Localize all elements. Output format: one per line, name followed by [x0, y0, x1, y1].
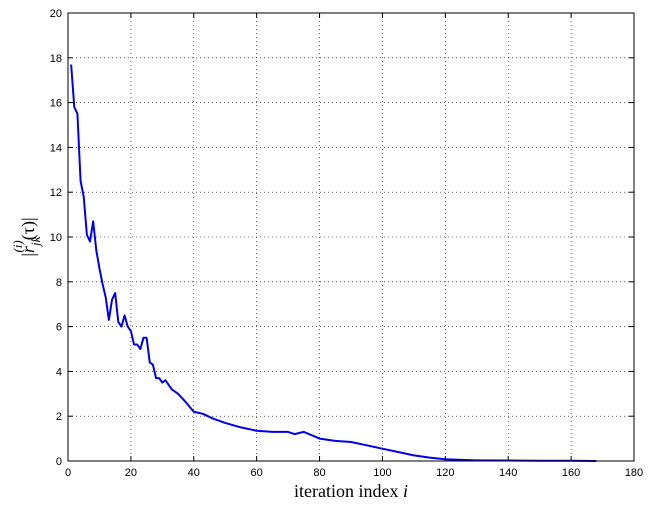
grid [68, 13, 634, 461]
x-tick-label: 100 [373, 467, 391, 479]
y-tick-label: 14 [50, 142, 62, 154]
x-tick-label: 180 [625, 467, 643, 479]
y-tick-label: 0 [56, 456, 62, 468]
y-tick-label: 10 [50, 232, 62, 244]
x-axis-ticks: 0 20 40 60 80 100 120 140 160 180 [65, 13, 643, 479]
x-tick-label: 0 [65, 467, 71, 479]
y-tick-label: 6 [56, 322, 62, 334]
y-label-r: r [18, 245, 38, 253]
y-tick-label: 18 [50, 53, 62, 65]
y-label-close: | [18, 217, 38, 221]
y-label-sup: (i) [10, 240, 25, 252]
y-axis-label: |rjk(i)(τ)| [10, 217, 43, 256]
y-label-sub: jk [28, 236, 43, 248]
x-tick-label: 20 [125, 467, 137, 479]
x-tick-label: 40 [188, 467, 200, 479]
y-tick-label: 2 [56, 411, 62, 423]
x-tick-label: 160 [562, 467, 580, 479]
x-tick-label: 80 [313, 467, 325, 479]
svg-text:|rjk(i)(τ)|: |rjk(i)(τ)| [10, 217, 43, 256]
y-label-open: | [18, 253, 38, 257]
y-tick-label: 8 [56, 277, 62, 289]
y-tick-label: 16 [50, 98, 62, 110]
plot-background [68, 13, 634, 461]
x-tick-label: 60 [251, 467, 263, 479]
x-tick-label: 120 [436, 467, 454, 479]
x-tick-label: 140 [499, 467, 517, 479]
series-group [70, 64, 597, 462]
y-axis-ticks: 0 2 4 6 8 10 12 14 16 18 20 [50, 8, 634, 468]
y-label-arg: (τ) [18, 221, 39, 240]
series-line [70, 64, 597, 462]
y-tick-label: 12 [50, 187, 62, 199]
y-tick-label: 20 [50, 8, 62, 20]
y-tick-label: 4 [56, 366, 62, 378]
x-axis-label: iteration index i [294, 481, 408, 501]
